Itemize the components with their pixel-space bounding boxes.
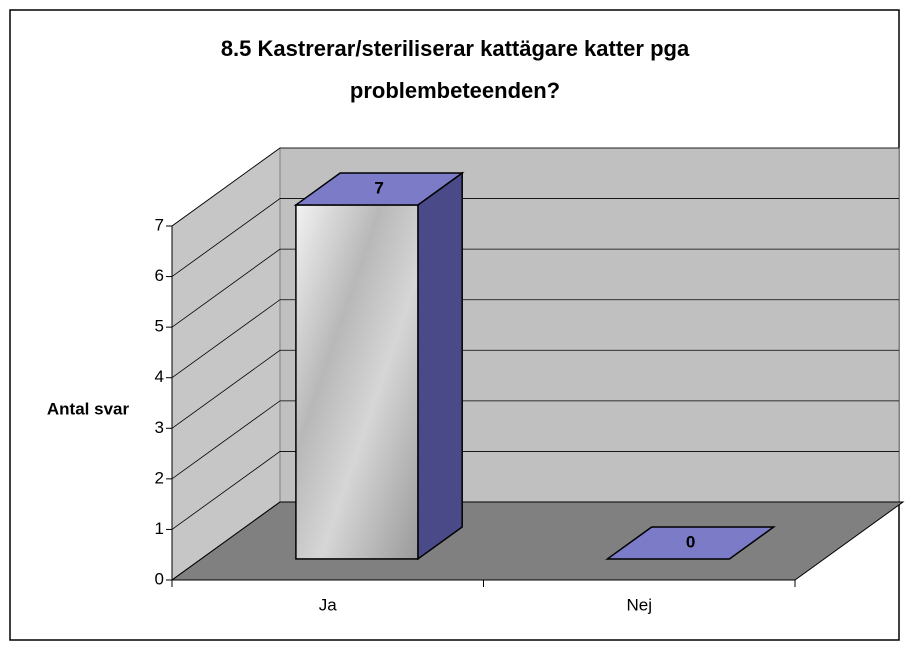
y-tick-label: 5 <box>155 317 164 336</box>
data-label: 7 <box>374 178 383 197</box>
y-tick-label: 2 <box>155 468 164 487</box>
x-tick-label: Ja <box>319 595 338 614</box>
data-label: 0 <box>686 532 695 551</box>
bar-side <box>418 173 462 559</box>
y-tick-label: 4 <box>155 367 164 386</box>
x-tick-label: Nej <box>626 595 652 614</box>
floor <box>172 502 903 580</box>
page: Antal svar 0 1 2 3 4 5 6 7 Ja 7 Nej 0 8.5 Kastrerar… <box>0 0 910 652</box>
y-tick-label: 6 <box>155 266 164 285</box>
bar <box>296 205 418 559</box>
y-axis-label: Antal svar <box>47 399 130 418</box>
y-tick-label: 7 <box>155 215 164 234</box>
y-tick-label: 0 <box>155 569 164 588</box>
chart-title: 8.5 Kastrerar/steriliserar kattägare kat… <box>175 28 735 112</box>
y-tick-label: 3 <box>155 418 164 437</box>
y-tick-label: 1 <box>155 519 164 538</box>
